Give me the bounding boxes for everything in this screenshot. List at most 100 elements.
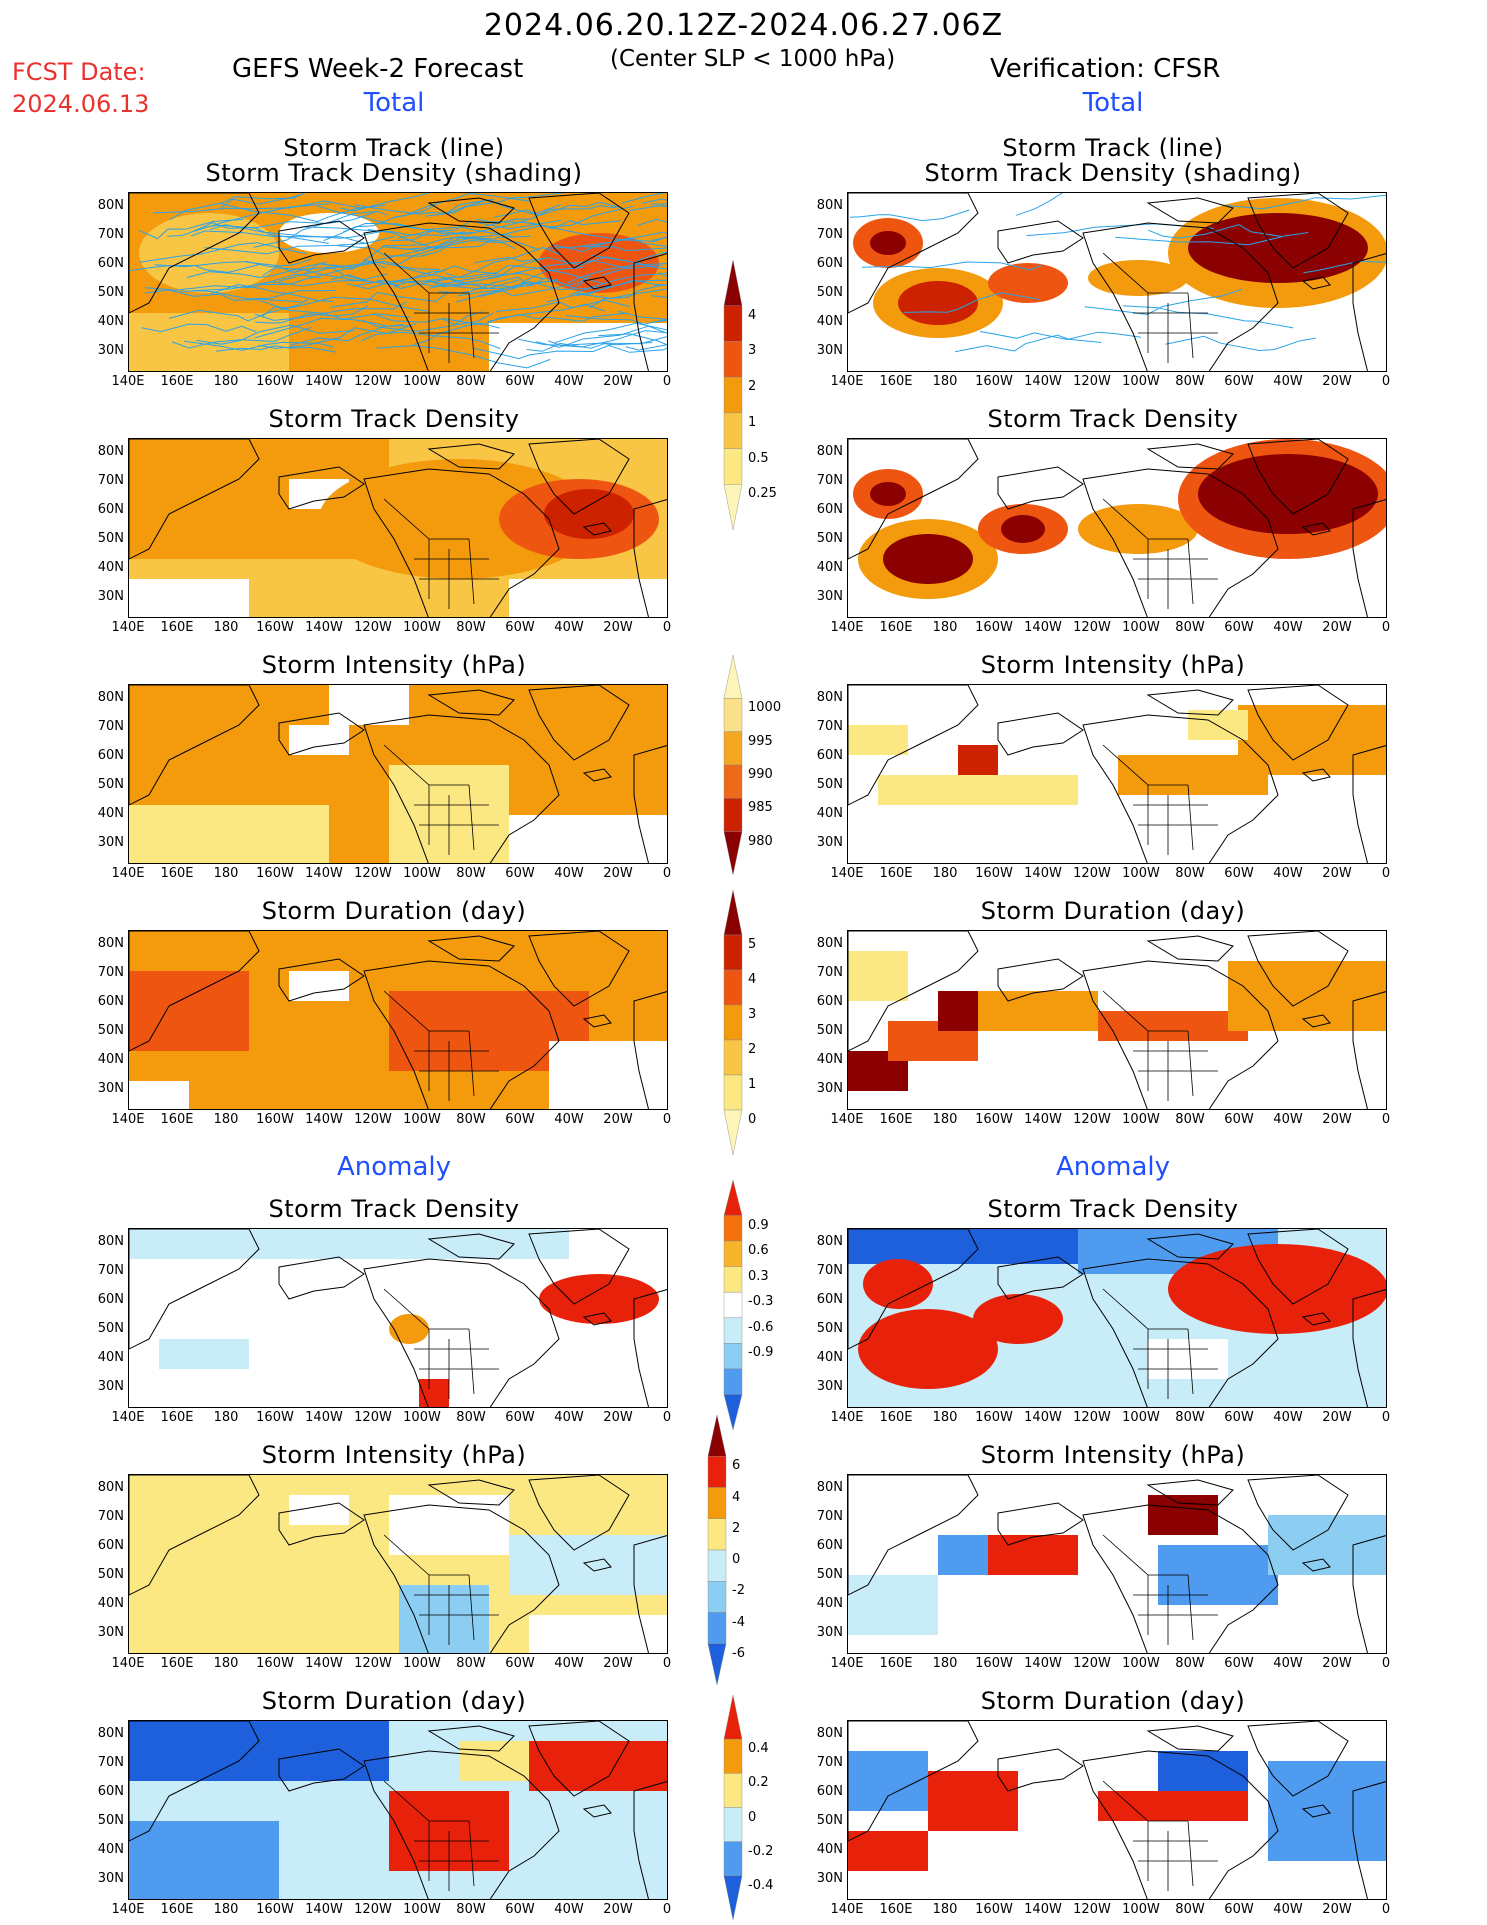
panel-anom-intensity-left-lon-label: 140E: [111, 1656, 145, 1671]
panel-track-left-track-37: [566, 315, 667, 325]
panel-anom-density-right-coast-0: [848, 1229, 979, 1350]
panel-density-left-coast-2: [363, 468, 560, 617]
panel-track-right-track-12: [1122, 305, 1294, 329]
panel-density-right-coast-0: [848, 439, 979, 560]
colorbar-duration-label: 2: [748, 1042, 757, 1057]
panel-track-left-lon-label: 80W: [456, 374, 486, 389]
panel-track-left-track-78: [141, 323, 257, 333]
colorbar-anom_duration-label: -0.4: [748, 1877, 774, 1893]
colorbar-duration-seg-0: [723, 890, 743, 936]
panel-intensity-left-lon-label: 160W: [256, 866, 294, 881]
colorbar-intensity-label: 1000: [748, 700, 782, 716]
panel-duration-right-coast-0: [848, 931, 979, 1052]
panel-track-left-track-113: [254, 317, 404, 339]
panel-track-left-shade-2: [279, 213, 379, 253]
panel-track-left-track-108: [598, 333, 667, 346]
panel-anom-intensity-left-lat-label: 30N: [97, 1625, 124, 1640]
panel-track-left-coast-6: [633, 253, 667, 371]
panel-anom-density-left-lat-label: 60N: [97, 1292, 124, 1307]
panel-anom-duration-right-coast-2: [1082, 1750, 1279, 1899]
panel-anom-density-left-lon-label: 80W: [456, 1410, 486, 1425]
colorbar-density-label: 1: [748, 414, 757, 430]
colorbar-anom_intensity-label: 6: [732, 1458, 741, 1474]
panel-anom-density-right-shade-4: [858, 1309, 998, 1389]
panel-density-right-lon-label: 160W: [975, 620, 1013, 635]
panel-anom-duration-right-shade-2: [928, 1771, 1018, 1831]
panel-track-left-track-91: [278, 261, 440, 282]
panel-anom-duration-right-coast-1: [997, 1748, 1084, 1792]
panel-intensity-left-coast-0: [129, 685, 260, 806]
panel-anom-density-left-coast-3: [427, 1233, 515, 1260]
panel-track-left-map: [129, 193, 667, 371]
colorbar-anom_duration-label: 0: [748, 1809, 757, 1825]
panel-anom-intensity-right-lon-label: 160E: [879, 1656, 913, 1671]
panel-anom-intensity-right-coast-2: [1082, 1504, 1279, 1653]
colorbar-anom_density-label: -0.9: [748, 1345, 774, 1361]
panel-density-right-coast-5: [1301, 522, 1331, 536]
panel-anom-density-left-lat-label: 70N: [97, 1263, 124, 1278]
panel-anom-duration-left-coast-1: [278, 1748, 365, 1792]
panel-duration-left-border-3: [468, 1030, 475, 1097]
panel-anom-intensity-left-lon-label: 20W: [603, 1656, 633, 1671]
colorbar-anom_density-seg-1: [723, 1215, 743, 1242]
panel-duration-right-lat-label: 80N: [816, 936, 843, 951]
panel-anom-intensity-left-shade-4: [399, 1585, 489, 1653]
panel-track-left-coast-3: [427, 197, 515, 224]
panel-density-right-lat-label: 40N: [816, 560, 843, 575]
panel-intensity-right-coast-0: [848, 685, 979, 806]
panel-density-right-coast-3: [1146, 443, 1234, 470]
panel-track-left-coast-1: [278, 220, 365, 264]
section-anomaly-right: Anomaly: [1055, 1152, 1171, 1182]
panel-anom-density-right-lon-label: 40W: [1273, 1410, 1303, 1425]
panel-track-left-track-84: [392, 237, 539, 251]
panel-track-left-track-62: [262, 306, 411, 320]
panel-intensity-left-lon-label: 20W: [603, 866, 633, 881]
title-track-line-right: Storm Track (line): [1002, 134, 1224, 162]
panel-track-left-track-54: [496, 299, 631, 312]
colorbar-anom_duration-seg-1: [723, 1738, 743, 1774]
panel-track-left-track-102: [486, 312, 626, 323]
colorbar-duration-seg-3: [723, 1004, 743, 1041]
panel-anom-density-left-lat-label: 30N: [97, 1379, 124, 1394]
panel-track-left-track-112: [479, 279, 605, 298]
panel-track-left-track-67: [546, 288, 667, 303]
panel-track-left-track-47: [472, 343, 612, 360]
panel-anom-intensity-left-lon-label: 80W: [456, 1656, 486, 1671]
panel-track-right-track-9: [1016, 193, 1063, 216]
panel-anom-duration-left-coast-4: [528, 1721, 630, 1797]
panel-intensity-right-lat-label: 40N: [816, 806, 843, 821]
colorbar-anom_intensity-seg-0: [707, 1415, 727, 1457]
panel-duration-left-coast-3: [427, 935, 515, 962]
panel-anom-density-right-lon-label: 160E: [879, 1410, 913, 1425]
colorbar-anom_duration-label: 0.2: [748, 1775, 769, 1791]
panel-anom-density-right-lat-label: 50N: [816, 1321, 843, 1336]
panel-duration-left-shade-4: [549, 1041, 667, 1109]
title-anom-intensity-left: Storm Intensity (hPa): [261, 1441, 527, 1469]
panel-anom-density-left-lon-label: 160W: [256, 1410, 294, 1425]
panel-anom-density-left-lon-label: 40W: [554, 1410, 584, 1425]
colorbar-anom_intensity-seg-2: [707, 1487, 727, 1519]
panel-anom-density-right-coast-4: [1247, 1229, 1349, 1305]
panel-duration-right-lon-label: 40W: [1273, 1112, 1303, 1127]
panel-duration-left-lon-label: 40W: [554, 1112, 584, 1127]
panel-anom-density-left-lat-label: 40N: [97, 1350, 124, 1365]
panel-anom-density-left-shade-5: [389, 1314, 429, 1344]
panel-anom-intensity-left-lon-label: 160W: [256, 1656, 294, 1671]
panel-intensity-left-shade-2: [289, 725, 349, 755]
panel-track-left-track-69: [446, 193, 566, 214]
panel-anom-density-right-shade-6: [1168, 1244, 1386, 1334]
panel-track-left-track-87: [330, 270, 445, 285]
panel-density-left-lon-label: 40W: [554, 620, 584, 635]
panel-track-left-coast-4: [528, 193, 630, 269]
panel-track-left-track-41: [618, 310, 667, 320]
panel-anom-intensity-left-coast-4: [528, 1475, 630, 1551]
panel-density-right-lon-label: 60W: [1224, 620, 1254, 635]
panel-intensity-left-lon-label: 140W: [305, 866, 343, 881]
panel-anom-density-left-coast-1: [278, 1256, 365, 1300]
section-anomaly-left: Anomaly: [336, 1152, 452, 1182]
panel-track-left-track-107: [139, 242, 307, 263]
panel-anom-density-left-lat-label: 50N: [97, 1321, 124, 1336]
panel-intensity-right-lon-label: 100W: [1122, 866, 1160, 881]
panel-track-right-track-6: [1084, 288, 1243, 316]
colorbar-intensity-seg-0: [723, 655, 743, 699]
